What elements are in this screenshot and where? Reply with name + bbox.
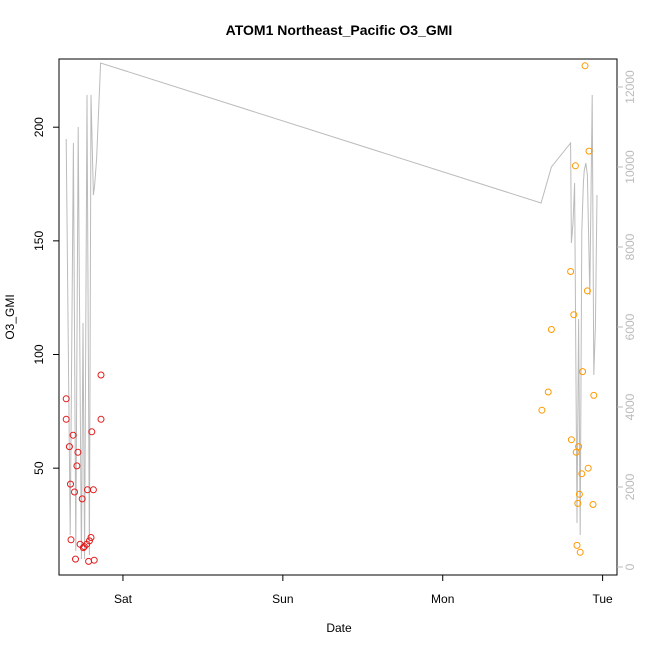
data-point: [584, 464, 592, 472]
data-point: [571, 162, 579, 170]
data-point: [62, 415, 70, 423]
data-point: [575, 443, 583, 451]
data-point: [67, 480, 74, 488]
data-point: [590, 391, 598, 399]
y-tick-label: 50: [32, 461, 46, 475]
data-point: [585, 147, 593, 155]
x-axis: Sat Sun Mon Tue: [114, 575, 613, 606]
data-point: [583, 287, 591, 295]
y-axis-right: 0 2000 4000 6000 8000 10000 12000: [617, 70, 637, 570]
altitude-line: [65, 62, 598, 560]
y-tick-label: 200: [32, 117, 46, 137]
data-point: [71, 488, 78, 496]
data-point: [62, 395, 70, 403]
data-point: [574, 499, 582, 507]
data-point: [80, 543, 88, 551]
data-point: [85, 557, 93, 565]
data-point: [544, 388, 552, 396]
data-point: [538, 406, 546, 414]
chart-title: ATOM1 Northeast_Pacific O3_GMI: [226, 22, 453, 38]
data-point: [67, 536, 75, 544]
data-point: [74, 448, 82, 456]
data-point: [97, 371, 105, 379]
data-point: [97, 415, 105, 423]
data-point: [570, 311, 578, 319]
plot-frame: [58, 58, 618, 576]
y2-tick-label: 0: [623, 563, 637, 570]
x-tick-label: Mon: [431, 592, 454, 606]
data-point: [90, 556, 98, 564]
series-3: [538, 62, 598, 556]
data-point: [72, 555, 79, 563]
x-axis-label: Date: [326, 621, 352, 635]
data-point: [578, 470, 586, 478]
data-point: [572, 448, 580, 456]
x-tick-label: Sat: [114, 592, 133, 606]
data-point: [547, 326, 555, 333]
data-point: [87, 534, 95, 541]
data-point: [581, 62, 589, 70]
x-tick-label: Tue: [592, 592, 613, 606]
y-tick-label: 150: [32, 231, 46, 251]
y2-tick-label: 10000: [623, 150, 637, 184]
data-point: [69, 431, 77, 439]
y-tick-label: 100: [32, 344, 46, 364]
data-point: [89, 486, 97, 494]
data-point: [567, 436, 575, 444]
data-point: [589, 501, 597, 508]
series-1: [62, 395, 105, 565]
data-point: [567, 268, 575, 275]
y2-tick-label: 12000: [623, 70, 637, 104]
y2-tick-label: 4000: [623, 393, 637, 420]
data-point: [576, 548, 584, 556]
y2-tick-label: 8000: [623, 233, 637, 260]
y2-tick-label: 6000: [623, 313, 637, 340]
data-point: [88, 428, 96, 436]
series-2: [62, 371, 105, 423]
data-point: [78, 495, 86, 503]
plot-area: [62, 62, 598, 565]
data-point: [73, 462, 81, 470]
y-axis-label: O3_GMI: [3, 294, 17, 339]
data-point: [573, 541, 581, 549]
y-axis-left: 50 100 150 200: [32, 117, 59, 475]
y2-tick-label: 2000: [623, 473, 637, 500]
data-point: [575, 490, 583, 498]
data-point: [65, 443, 73, 451]
data-point: [579, 368, 587, 376]
data-point: [85, 537, 93, 545]
x-tick-label: Sun: [272, 592, 293, 606]
